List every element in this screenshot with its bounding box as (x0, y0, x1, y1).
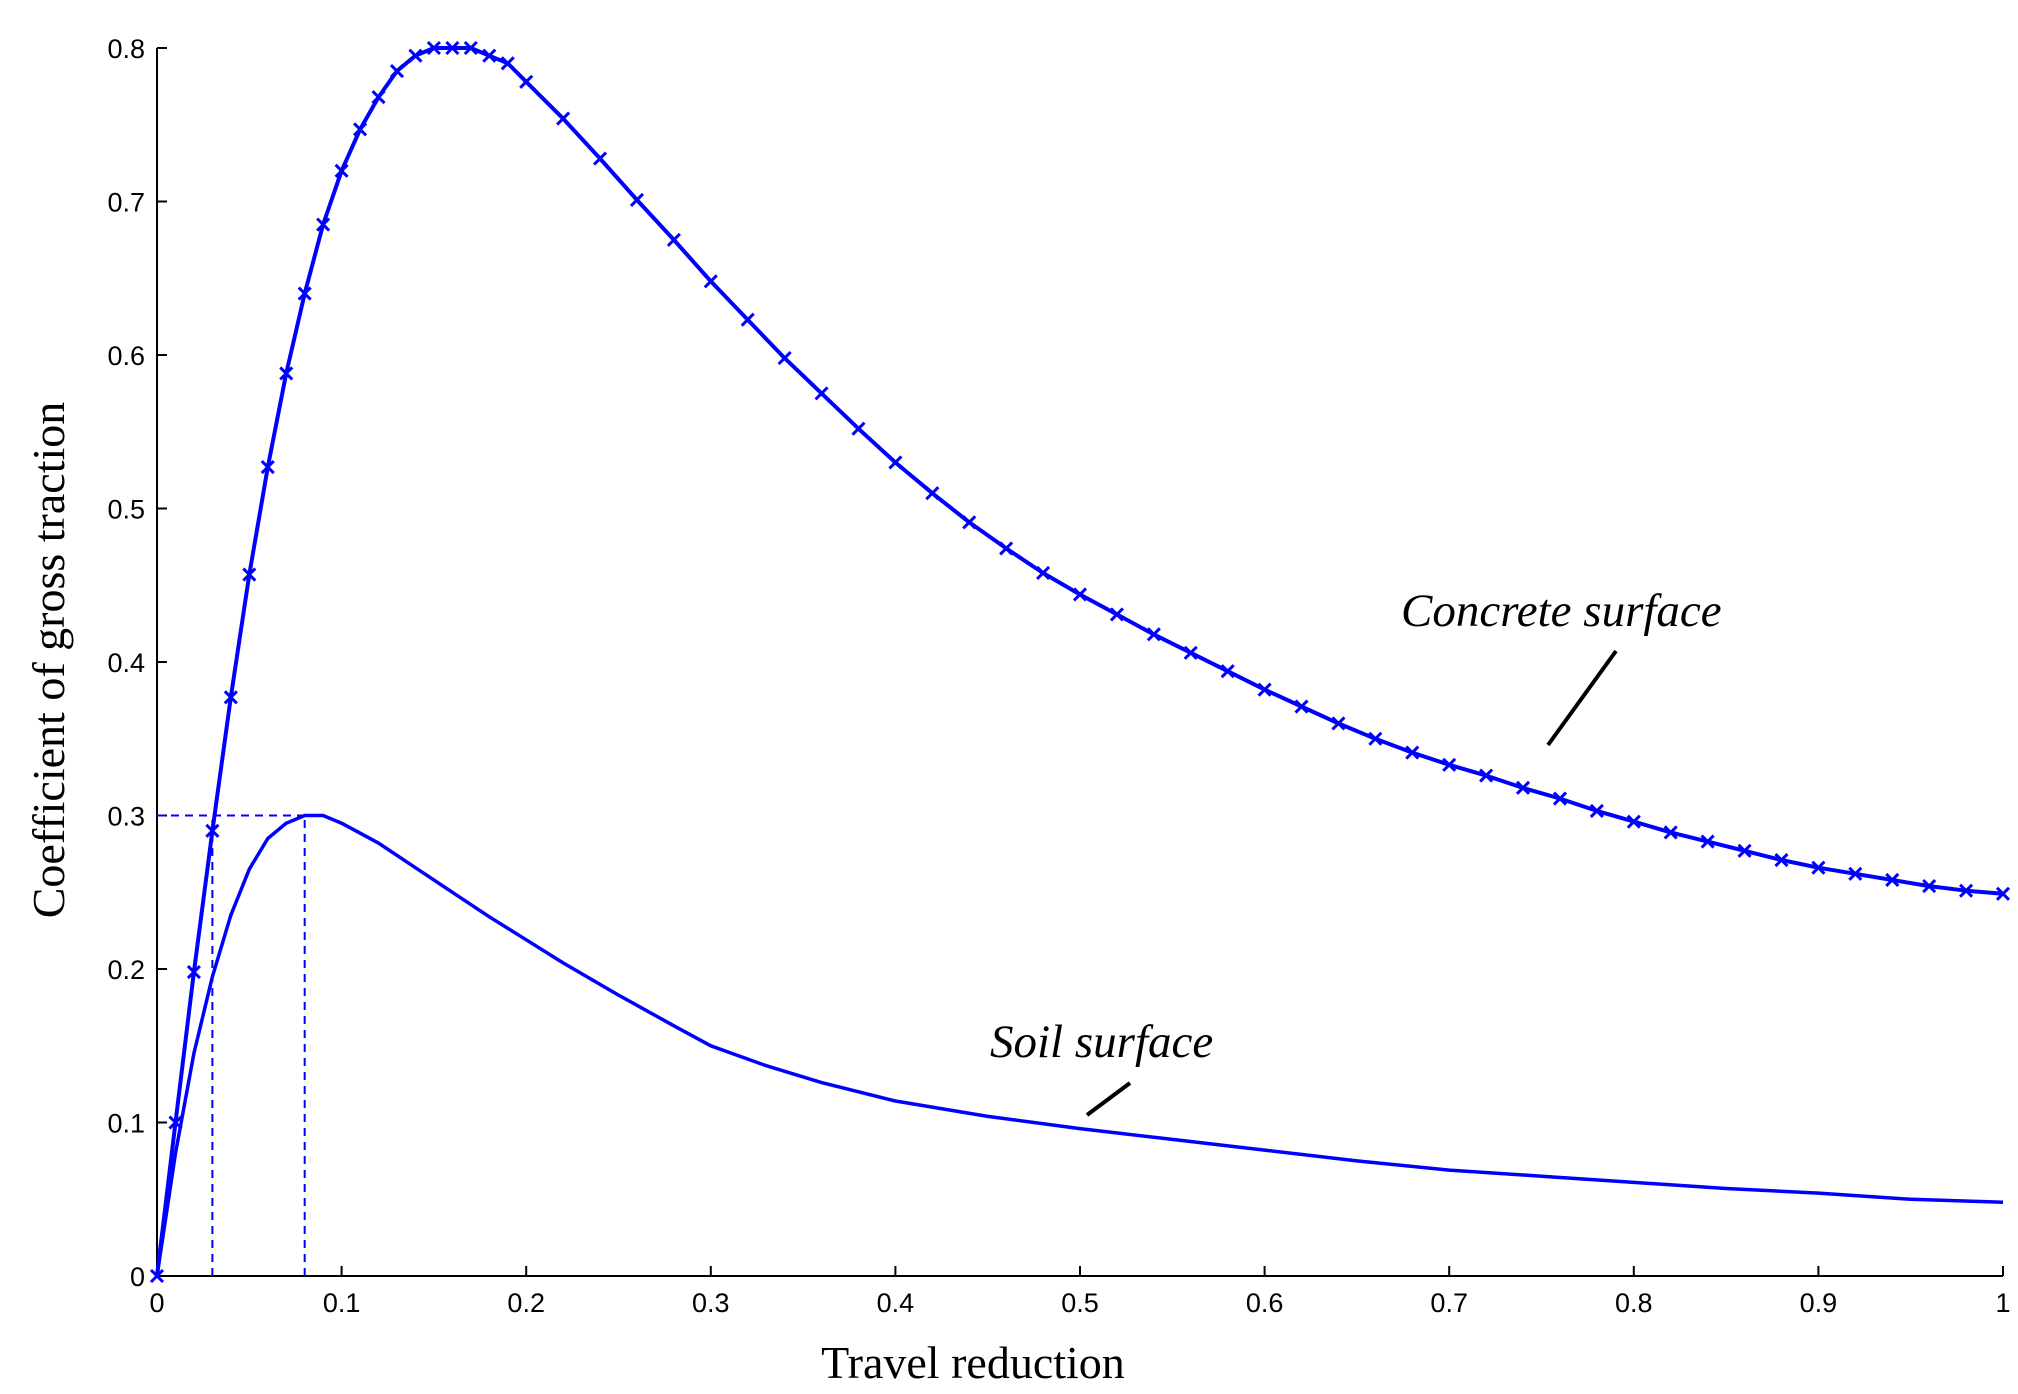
data-point-marker (1552, 791, 1568, 806)
y-tick-label: 0 (130, 1262, 145, 1292)
x-axis-title: Travel reduction (821, 1337, 1125, 1388)
data-point-marker (500, 56, 515, 71)
data-point-marker (1368, 731, 1383, 746)
x-tick-label: 0.1 (323, 1288, 361, 1318)
data-point-marker (1811, 860, 1826, 875)
annotation-concrete-pointer (1546, 649, 1618, 747)
series-line-soil-surface (155, 813, 2004, 1277)
data-point-marker (740, 312, 755, 327)
data-point-marker (334, 163, 349, 178)
data-point-marker (168, 1115, 183, 1130)
series-layer (155, 46, 2004, 1277)
data-point-marker (205, 823, 220, 838)
data-point-marker (999, 541, 1014, 556)
data-point-marker (519, 74, 534, 89)
data-point-marker (556, 111, 571, 126)
data-point-marker (371, 90, 386, 105)
data-point-marker (1663, 825, 1678, 840)
reference-lines (157, 814, 306, 1276)
data-point-marker (1036, 565, 1051, 581)
data-point-marker (851, 421, 866, 436)
data-point-marker (1479, 768, 1494, 783)
ticks: 0 0.1 0.2 0.3 0.4 0.5 0.6 0.7 0.8 0.9 1 0 0.1 0.2 0.3 0… (107, 34, 2010, 1318)
data-point-marker (1257, 682, 1272, 697)
data-point-marker (463, 40, 478, 56)
data-point-marker (1331, 716, 1346, 731)
x-tick-label: 0.6 (1246, 1288, 1284, 1318)
annotation-soil-surface: Soil surface (990, 1016, 1213, 1068)
data-point-marker (1294, 699, 1309, 714)
data-point-marker (925, 486, 940, 501)
data-point-marker (297, 286, 312, 301)
data-point-marker (1109, 607, 1124, 622)
data-point-marker (1737, 843, 1752, 858)
x-tick-label: 1 (1995, 1288, 2010, 1318)
data-point-marker (149, 1268, 165, 1284)
data-point-marker (1700, 834, 1715, 849)
x-tick-label: 0.5 (1061, 1288, 1099, 1318)
data-point-marker (814, 386, 829, 401)
data-point-marker (445, 40, 460, 56)
data-point-marker (1183, 645, 1198, 660)
series-line-concrete-surface (155, 46, 2004, 1277)
data-point-marker (426, 40, 441, 56)
x-tick-label: 0 (149, 1288, 164, 1318)
data-point-marker (482, 48, 497, 63)
data-point-marker (186, 965, 201, 980)
axes (156, 48, 2003, 1277)
data-point-marker (1072, 587, 1088, 602)
data-point-marker (352, 122, 368, 137)
data-point-marker (629, 192, 645, 208)
y-tick-label: 0.6 (107, 341, 145, 371)
markers-layer (149, 40, 2011, 1284)
x-tick-label: 0.3 (692, 1288, 730, 1318)
y-tick-label: 0.8 (107, 34, 145, 64)
data-point-marker (242, 567, 257, 582)
data-point-marker (1922, 879, 1937, 894)
data-point-marker (1405, 745, 1420, 760)
data-point-marker (1774, 852, 1789, 868)
y-tick-label: 0.3 (107, 802, 145, 832)
data-point-marker (592, 151, 608, 166)
data-point-marker (962, 515, 977, 530)
data-point-marker (1146, 627, 1161, 642)
y-tick-label: 0.7 (107, 188, 145, 218)
data-point-marker (260, 459, 275, 475)
data-point-marker (703, 274, 718, 289)
data-point-marker (777, 351, 792, 366)
data-point-marker (1848, 866, 1863, 881)
y-tick-label: 0.1 (107, 1109, 145, 1139)
x-tick-label: 0.7 (1430, 1288, 1468, 1318)
data-point-marker (1995, 886, 2011, 901)
data-point-marker (223, 690, 238, 705)
y-tick-label: 0.5 (107, 495, 145, 525)
data-point-marker (666, 232, 681, 247)
y-tick-label: 0.2 (107, 955, 145, 985)
annotation-soil-pointer (1085, 1081, 1132, 1117)
annotation-concrete-surface: Concrete surface (1401, 585, 1722, 637)
data-point-marker (1885, 872, 1900, 888)
data-point-marker (1515, 780, 1531, 795)
data-point-marker (389, 63, 405, 79)
data-point-marker (1442, 757, 1457, 772)
data-point-marker (1959, 883, 1974, 898)
y-tick-label: 0.4 (107, 648, 145, 678)
data-point-marker (1589, 803, 1604, 818)
data-point-marker (1626, 814, 1641, 829)
data-point-marker (279, 366, 294, 381)
data-point-marker (1220, 664, 1235, 679)
x-tick-label: 0.8 (1615, 1288, 1653, 1318)
x-tick-label: 0.9 (1800, 1288, 1838, 1318)
y-axis-title: Coefficient of gross traction (23, 402, 74, 919)
data-point-marker (408, 48, 423, 63)
data-point-marker (316, 217, 331, 232)
x-tick-label: 0.4 (877, 1288, 915, 1318)
data-point-marker (888, 455, 903, 470)
x-tick-label: 0.2 (507, 1288, 545, 1318)
